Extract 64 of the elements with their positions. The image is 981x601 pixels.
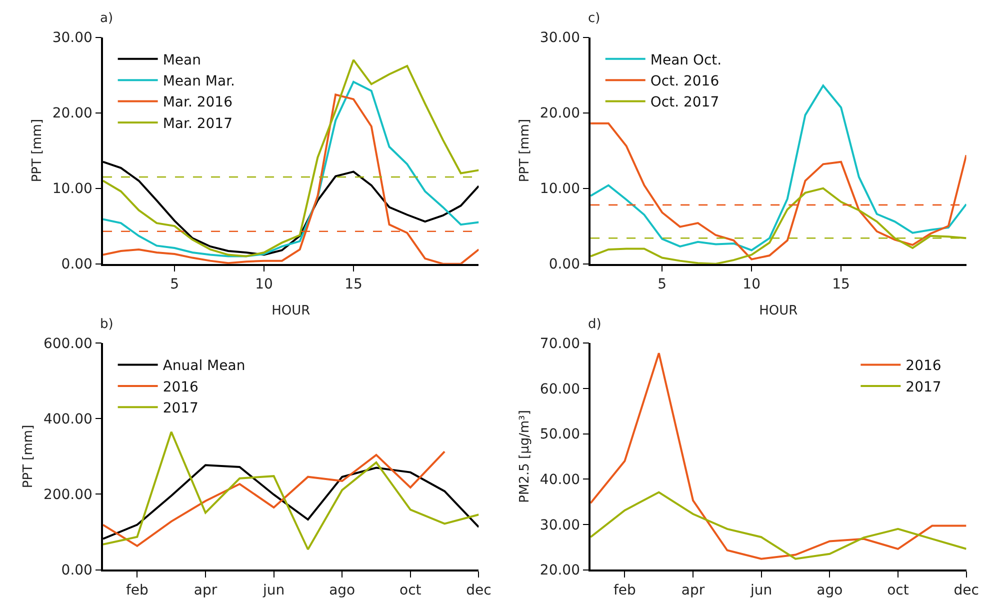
x-tick-label: 15 — [832, 276, 850, 292]
y-tick-label: 0.00 — [548, 256, 580, 273]
x-tick-label: apr — [681, 582, 705, 598]
y-tick-label: 30.00 — [540, 517, 580, 534]
legend-label: 2016 — [906, 358, 942, 374]
legend-label: Anual Mean — [162, 358, 246, 374]
legend-label: Mar. 2017 — [162, 116, 232, 132]
y-tick-label: 200.00 — [43, 487, 92, 504]
y-tick-label: 50.00 — [540, 426, 580, 443]
x-tick-label: dec — [954, 582, 979, 598]
chart-title: a) — [100, 11, 114, 26]
y-tick-label: 70.00 — [540, 336, 580, 352]
y-axis-title: PPT [mm] — [517, 118, 532, 182]
y-tick-label: 20.00 — [52, 106, 92, 122]
x-tick-label: feb — [126, 582, 148, 598]
y-axis-title: PPT [mm] — [30, 118, 45, 182]
x-tick-label: 5 — [170, 276, 180, 292]
chart-title: b) — [100, 317, 114, 332]
x-tick-label: jun — [262, 582, 285, 598]
y-tick-label: 20.00 — [540, 562, 580, 579]
y-tick-label: 0.00 — [61, 562, 92, 579]
x-tick-label: dec — [466, 582, 492, 598]
line-series — [590, 491, 966, 560]
legend-label: Oct. 2016 — [650, 74, 720, 90]
y-tick-label: 400.00 — [43, 412, 92, 428]
legend-label: Mar. 2016 — [162, 94, 233, 111]
y-tick-label: 60.00 — [540, 381, 580, 398]
y-tick-label: 30.00 — [540, 30, 580, 46]
chart-title: d) — [588, 317, 602, 332]
x-tick-label: oct — [887, 582, 910, 598]
y-tick-label: 600.00 — [43, 336, 92, 352]
line-series — [590, 84, 966, 252]
y-tick-label: 20.00 — [540, 106, 580, 122]
legend-label: Mean Oct. — [650, 52, 722, 68]
legend-label: 2017 — [162, 400, 198, 417]
x-tick-label: jun — [750, 582, 772, 598]
x-axis-title: HOUR — [272, 303, 310, 318]
x-tick-label: apr — [194, 582, 218, 598]
x-tick-label: oct — [400, 582, 422, 598]
y-axis-title: PPT [mm] — [20, 424, 36, 488]
legend-label: Mean Mar. — [162, 74, 236, 90]
chart-title: c) — [588, 11, 600, 26]
line-series — [103, 430, 479, 550]
legend-label: 2017 — [906, 379, 942, 396]
y-tick-label: 0.00 — [61, 256, 92, 273]
line-series — [103, 450, 446, 547]
x-axis-title: HOUR — [759, 303, 798, 318]
x-tick-label: 10 — [742, 276, 760, 292]
y-tick-label: 10.00 — [540, 181, 580, 198]
y-tick-label: 30.00 — [52, 30, 92, 46]
y-axis-title: PM2.5 [µg/m³] — [517, 410, 532, 503]
x-tick-label: feb — [614, 582, 636, 598]
y-tick-label: 10.00 — [52, 181, 92, 198]
legend-label: 2016 — [162, 379, 199, 396]
line-series — [590, 122, 966, 260]
x-tick-label: 15 — [344, 276, 362, 292]
x-tick-label: 10 — [255, 276, 273, 292]
x-tick-label: ago — [329, 582, 356, 598]
legend-label: Mean — [162, 52, 201, 68]
line-series — [590, 352, 966, 560]
legend-label: Oct. 2017 — [650, 94, 720, 111]
x-tick-label: 5 — [658, 276, 667, 292]
x-tick-label: ago — [816, 582, 843, 598]
y-tick-label: 40.00 — [540, 472, 580, 488]
